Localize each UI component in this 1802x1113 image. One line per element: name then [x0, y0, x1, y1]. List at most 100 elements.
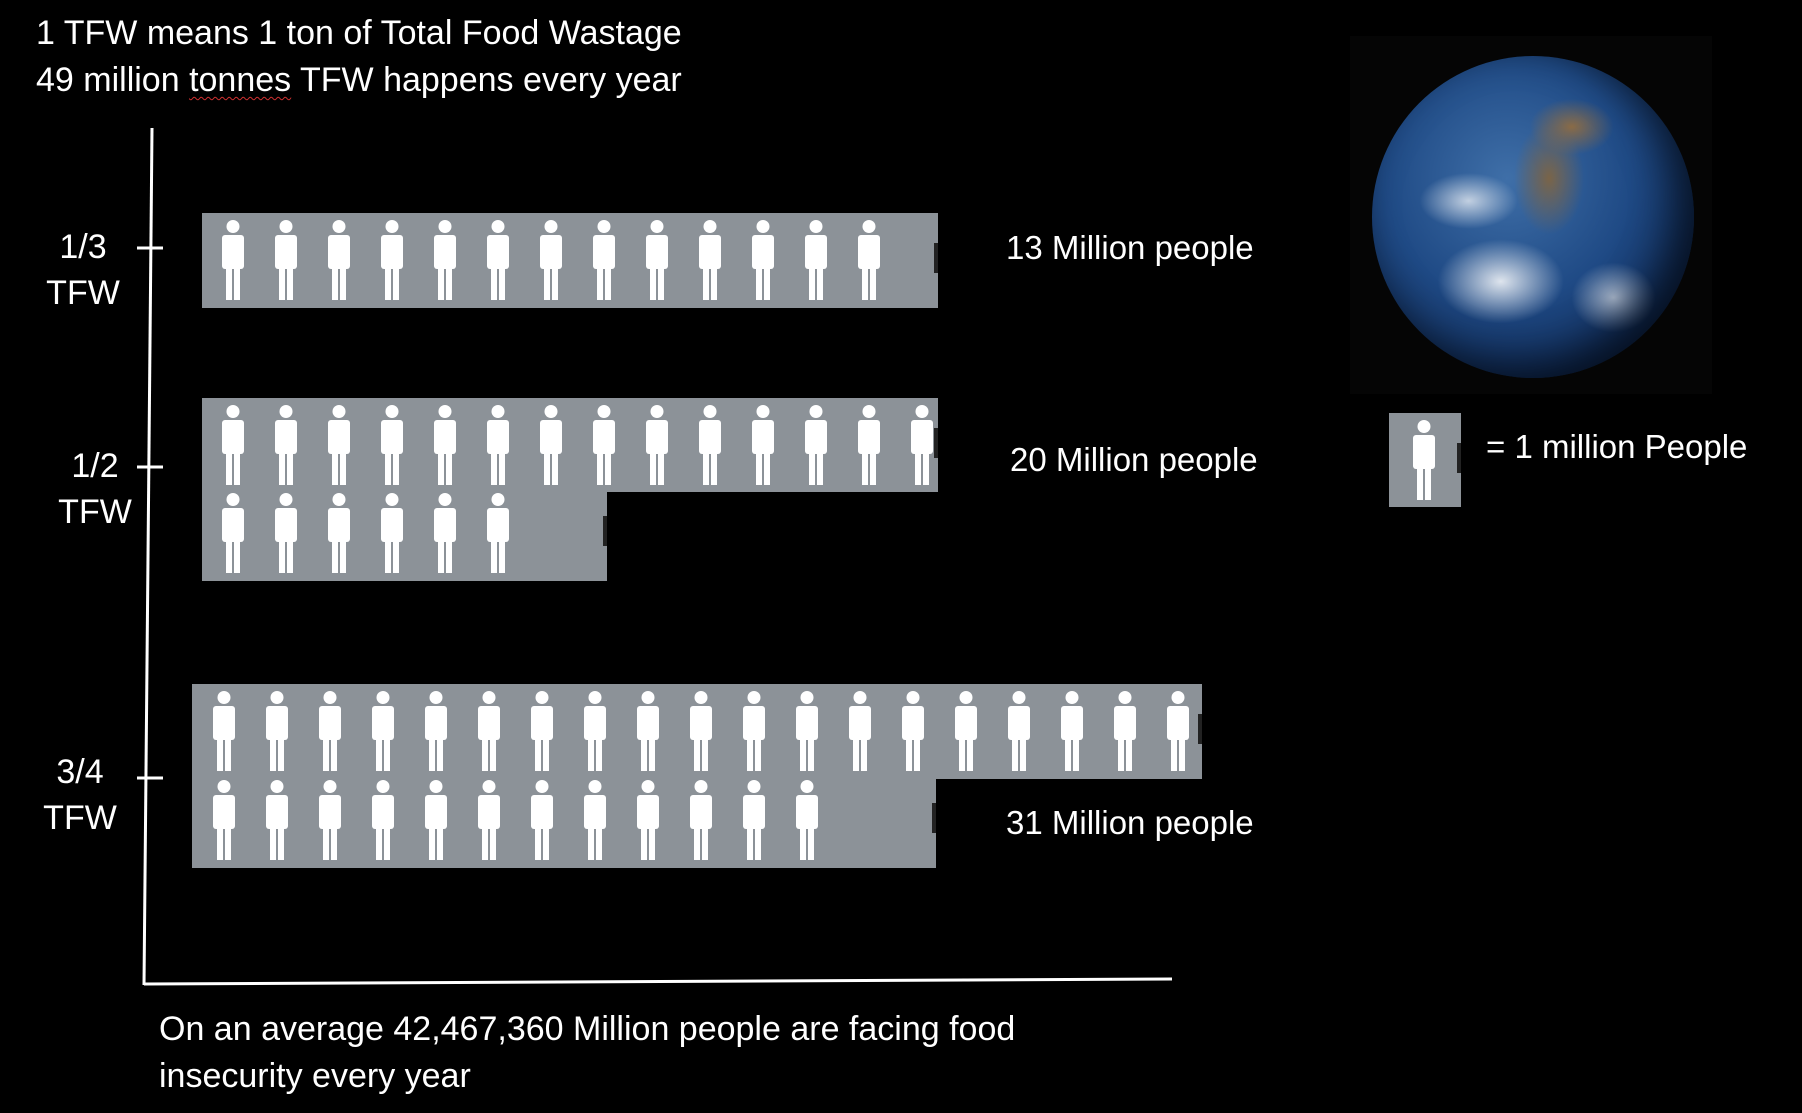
header-line-2: 49 million tonnes TFW happens every year: [36, 57, 682, 104]
row-label-2: 1/2 TFW: [50, 443, 140, 535]
pictograph-row-2: [202, 398, 938, 581]
person-icon: [213, 691, 235, 771]
person-icon: [275, 493, 297, 573]
legend-tile-edge: [1457, 443, 1461, 473]
person-icon: [743, 780, 765, 860]
chart-axes: [137, 127, 1173, 986]
header-line-2-tonnes: tonnes: [189, 61, 292, 99]
person-icon: [372, 780, 394, 860]
person-icon: [328, 220, 350, 300]
person-icon: [637, 780, 659, 860]
tile-background: [192, 773, 936, 868]
person-icon: [1167, 691, 1189, 771]
person-icon: [1061, 691, 1083, 771]
person-icon: [434, 405, 456, 485]
person-icon: [222, 220, 244, 300]
person-icon: [752, 405, 774, 485]
person-icon: [1114, 691, 1136, 771]
person-icon: [646, 405, 668, 485]
person-icon: [478, 691, 500, 771]
row-count-2: 20 Million people: [1010, 441, 1258, 478]
row-label-2-unit: TFW: [58, 493, 132, 531]
person-icon: [381, 493, 403, 573]
earth-globe: [1372, 56, 1694, 378]
person-icon: [593, 220, 615, 300]
person-icon: [902, 691, 924, 771]
person-icon: [699, 405, 721, 485]
legend-person-icon: [1389, 413, 1461, 507]
header-line-2-post: TFW happens every year: [291, 61, 682, 99]
person-icon: [752, 220, 774, 300]
pictograph-row-3: [192, 684, 1202, 868]
person-icon: [275, 405, 297, 485]
tile-edge: [603, 516, 607, 546]
person-icon: [434, 493, 456, 573]
person-icon: [1008, 691, 1030, 771]
legend-text: = 1 million People: [1486, 428, 1748, 465]
person-icon: [646, 220, 668, 300]
row-label-1-unit: TFW: [46, 274, 120, 312]
row-count-3: 31 Million people: [1006, 804, 1254, 841]
tile-background: [202, 213, 938, 308]
person-icon: [796, 691, 818, 771]
person-icon: [487, 405, 509, 485]
header: 1 TFW means 1 ton of Total Food Wastage …: [36, 10, 682, 104]
person-icon: [328, 493, 350, 573]
chart-rows: [192, 213, 1202, 868]
person-icon: [222, 493, 244, 573]
earth-image: [1350, 36, 1712, 394]
person-icon: [531, 691, 553, 771]
row-label-3-fraction: 3/4: [56, 753, 104, 791]
person-icon: [796, 780, 818, 860]
person-icon: [743, 691, 765, 771]
header-line-2-pre: 49 million: [36, 61, 190, 99]
person-icon: [319, 780, 341, 860]
y-axis: [142, 127, 154, 986]
person-icon: [858, 405, 880, 485]
tile-background: [202, 486, 607, 581]
row-label-3-unit: TFW: [43, 799, 117, 837]
person-icon: [955, 691, 977, 771]
row-label-2-fraction: 1/2: [71, 447, 119, 485]
person-icon: [690, 691, 712, 771]
person-icon: [328, 405, 350, 485]
person-icon: [593, 405, 615, 485]
tile-edge: [932, 803, 936, 833]
pictograph-row-1: [202, 213, 938, 308]
person-icon: [381, 405, 403, 485]
person-icon: [478, 780, 500, 860]
row-count-1: 13 Million people: [1006, 229, 1254, 266]
person-icon: [637, 691, 659, 771]
person-icon: [584, 780, 606, 860]
person-icon: [487, 493, 509, 573]
row-label-3: 3/4 TFW: [35, 749, 125, 841]
header-line-1: 1 TFW means 1 ton of Total Food Wastage: [36, 14, 682, 52]
person-icon: [266, 691, 288, 771]
person-icon: [213, 780, 235, 860]
person-icon: [222, 405, 244, 485]
person-icon: [540, 405, 562, 485]
person-icon: [849, 691, 871, 771]
legend-person: [1413, 420, 1435, 500]
tile-edge: [1198, 714, 1202, 744]
person-icon: [584, 691, 606, 771]
person-icon: [805, 220, 827, 300]
row-label-1: 1/3 TFW: [38, 224, 128, 316]
person-icon: [690, 780, 712, 860]
person-icon: [425, 780, 447, 860]
person-icon: [319, 691, 341, 771]
person-icon: [266, 780, 288, 860]
person-icon: [540, 220, 562, 300]
person-icon: [699, 220, 721, 300]
person-icon: [805, 405, 827, 485]
person-icon: [372, 691, 394, 771]
person-icon: [487, 220, 509, 300]
row-label-1-fraction: 1/3: [59, 228, 107, 266]
person-icon: [531, 780, 553, 860]
person-icon: [911, 405, 933, 485]
tile-edge: [934, 243, 938, 273]
person-icon: [858, 220, 880, 300]
tile-edge: [934, 428, 938, 458]
person-icon: [381, 220, 403, 300]
